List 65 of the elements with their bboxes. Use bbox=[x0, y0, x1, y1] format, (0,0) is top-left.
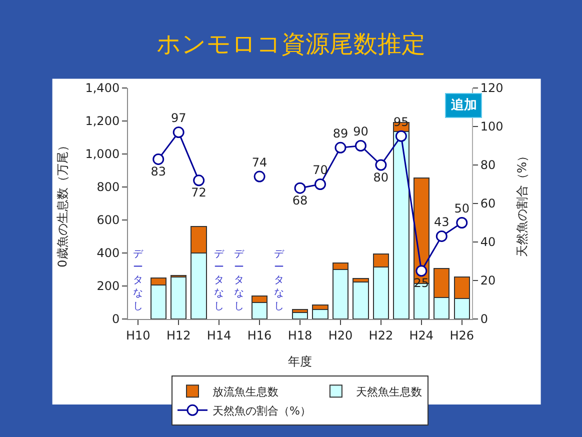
x-tick-label: H26 bbox=[450, 328, 474, 342]
data-label: 83 bbox=[150, 164, 166, 178]
annotation: データなし bbox=[214, 249, 225, 312]
point bbox=[436, 230, 448, 242]
x-tick-label: H12 bbox=[166, 328, 191, 342]
y-tick-label: 1,200 bbox=[85, 114, 120, 128]
annotation: データなし bbox=[234, 249, 245, 312]
y2-tick-label: 60 bbox=[480, 196, 496, 211]
data-label: 70 bbox=[312, 163, 328, 177]
y2-tick-label: 0 bbox=[480, 312, 488, 326]
point bbox=[375, 159, 387, 171]
y-tick-label: 800 bbox=[96, 180, 120, 194]
legend-label: 天然魚生息数 bbox=[356, 385, 422, 398]
y-tick-label: 400 bbox=[96, 246, 120, 260]
y2-axis-title: 天然魚の割合（%） bbox=[515, 150, 530, 258]
point bbox=[334, 142, 346, 154]
legend-label: 放流魚生息数 bbox=[212, 385, 278, 398]
bar bbox=[312, 308, 328, 319]
y2-tick-label: 80 bbox=[480, 158, 496, 172]
point bbox=[152, 153, 164, 165]
point bbox=[314, 178, 326, 190]
x-tick-label: H14 bbox=[206, 328, 232, 342]
y-tick-label: 1,400 bbox=[85, 81, 120, 96]
point bbox=[193, 174, 205, 186]
x-tick-label: H22 bbox=[368, 328, 394, 342]
data-label: 80 bbox=[373, 170, 389, 184]
point bbox=[354, 140, 366, 152]
data-label: 50 bbox=[454, 202, 470, 216]
x-tick-label: H18 bbox=[288, 328, 312, 342]
data-label: 95 bbox=[394, 114, 409, 129]
data-label: 72 bbox=[191, 186, 206, 200]
y2-tick-label: 100 bbox=[480, 120, 504, 134]
y-axis-title: 0歳魚の生息数（万尾） bbox=[56, 140, 70, 268]
y-tick-label: 200 bbox=[96, 279, 120, 294]
point bbox=[172, 126, 184, 138]
x-tick-label: H24 bbox=[409, 328, 434, 342]
point bbox=[456, 217, 468, 228]
point bbox=[294, 182, 306, 194]
data-label: 43 bbox=[434, 214, 450, 229]
data-label: 74 bbox=[252, 155, 268, 170]
point bbox=[395, 130, 407, 142]
data-label: 97 bbox=[170, 111, 186, 126]
bar bbox=[170, 276, 187, 319]
annotation: データなし bbox=[133, 249, 144, 312]
y-tick-label: 600 bbox=[96, 213, 120, 228]
y2-tick-label: 20 bbox=[480, 274, 496, 288]
annotation: データなし bbox=[274, 249, 285, 312]
annotation: 追加 bbox=[450, 98, 477, 113]
y2-tick-label: 120 bbox=[480, 81, 504, 96]
data-label: 68 bbox=[292, 193, 308, 208]
data-label: 90 bbox=[353, 124, 368, 138]
bar bbox=[352, 281, 369, 319]
legend-label: 天然魚の割合（%） bbox=[212, 404, 311, 418]
x-tick-label: H10 bbox=[126, 328, 150, 342]
point bbox=[254, 170, 266, 182]
data-label: 89 bbox=[332, 126, 348, 140]
y-tick-label: 0 bbox=[112, 312, 120, 326]
y2-tick-label: 40 bbox=[480, 235, 496, 250]
x-axis-title: 年度 bbox=[288, 354, 312, 368]
chart-title: ホンモロコ資源尾数推定 bbox=[156, 30, 426, 58]
x-tick-label: H16 bbox=[247, 328, 272, 342]
x-tick-label: H20 bbox=[328, 328, 353, 342]
point bbox=[416, 265, 428, 277]
data-label: 25 bbox=[414, 276, 430, 290]
y-tick-label: 1,000 bbox=[85, 147, 120, 162]
